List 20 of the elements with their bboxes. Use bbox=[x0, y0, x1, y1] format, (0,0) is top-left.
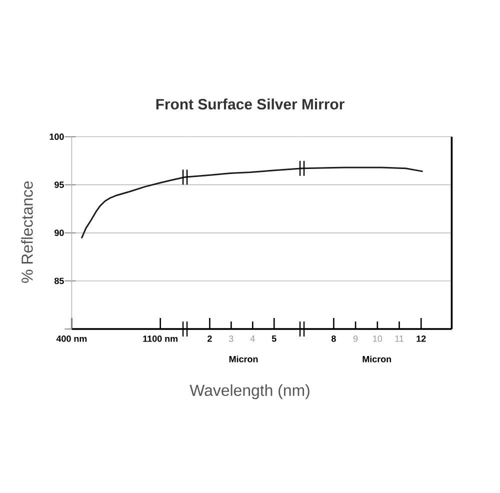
x-axis-title: Micron bbox=[362, 356, 392, 362]
y-tick-label: 100 bbox=[50, 134, 64, 140]
y-tick-label: 85 bbox=[54, 278, 64, 284]
x-tick-label: 10 bbox=[373, 336, 382, 342]
x-tick-label: 5 bbox=[272, 336, 276, 342]
x-tick-label: 11 bbox=[395, 336, 404, 342]
x-tick-label: 400 nm bbox=[56, 336, 87, 342]
y-tick-label: 95 bbox=[54, 182, 64, 188]
x-tick-label: 9 bbox=[353, 336, 358, 342]
x-tick-label: 8 bbox=[331, 336, 336, 342]
y-axis-title: % Reflectance bbox=[21, 181, 33, 283]
text: Front Surface Silver Mirror bbox=[156, 98, 344, 110]
x-axis-title: Wavelength (nm) bbox=[190, 384, 310, 400]
x-axis-title: Micron bbox=[229, 356, 258, 362]
x-tick-label: 1100 nm bbox=[143, 336, 178, 342]
x-tick-label: 2 bbox=[208, 336, 212, 342]
x-tick-label: 4 bbox=[250, 336, 255, 342]
x-tick-label: 3 bbox=[229, 336, 234, 342]
y-tick-label: 90 bbox=[54, 230, 64, 236]
x-tick-label: 12 bbox=[416, 336, 426, 342]
